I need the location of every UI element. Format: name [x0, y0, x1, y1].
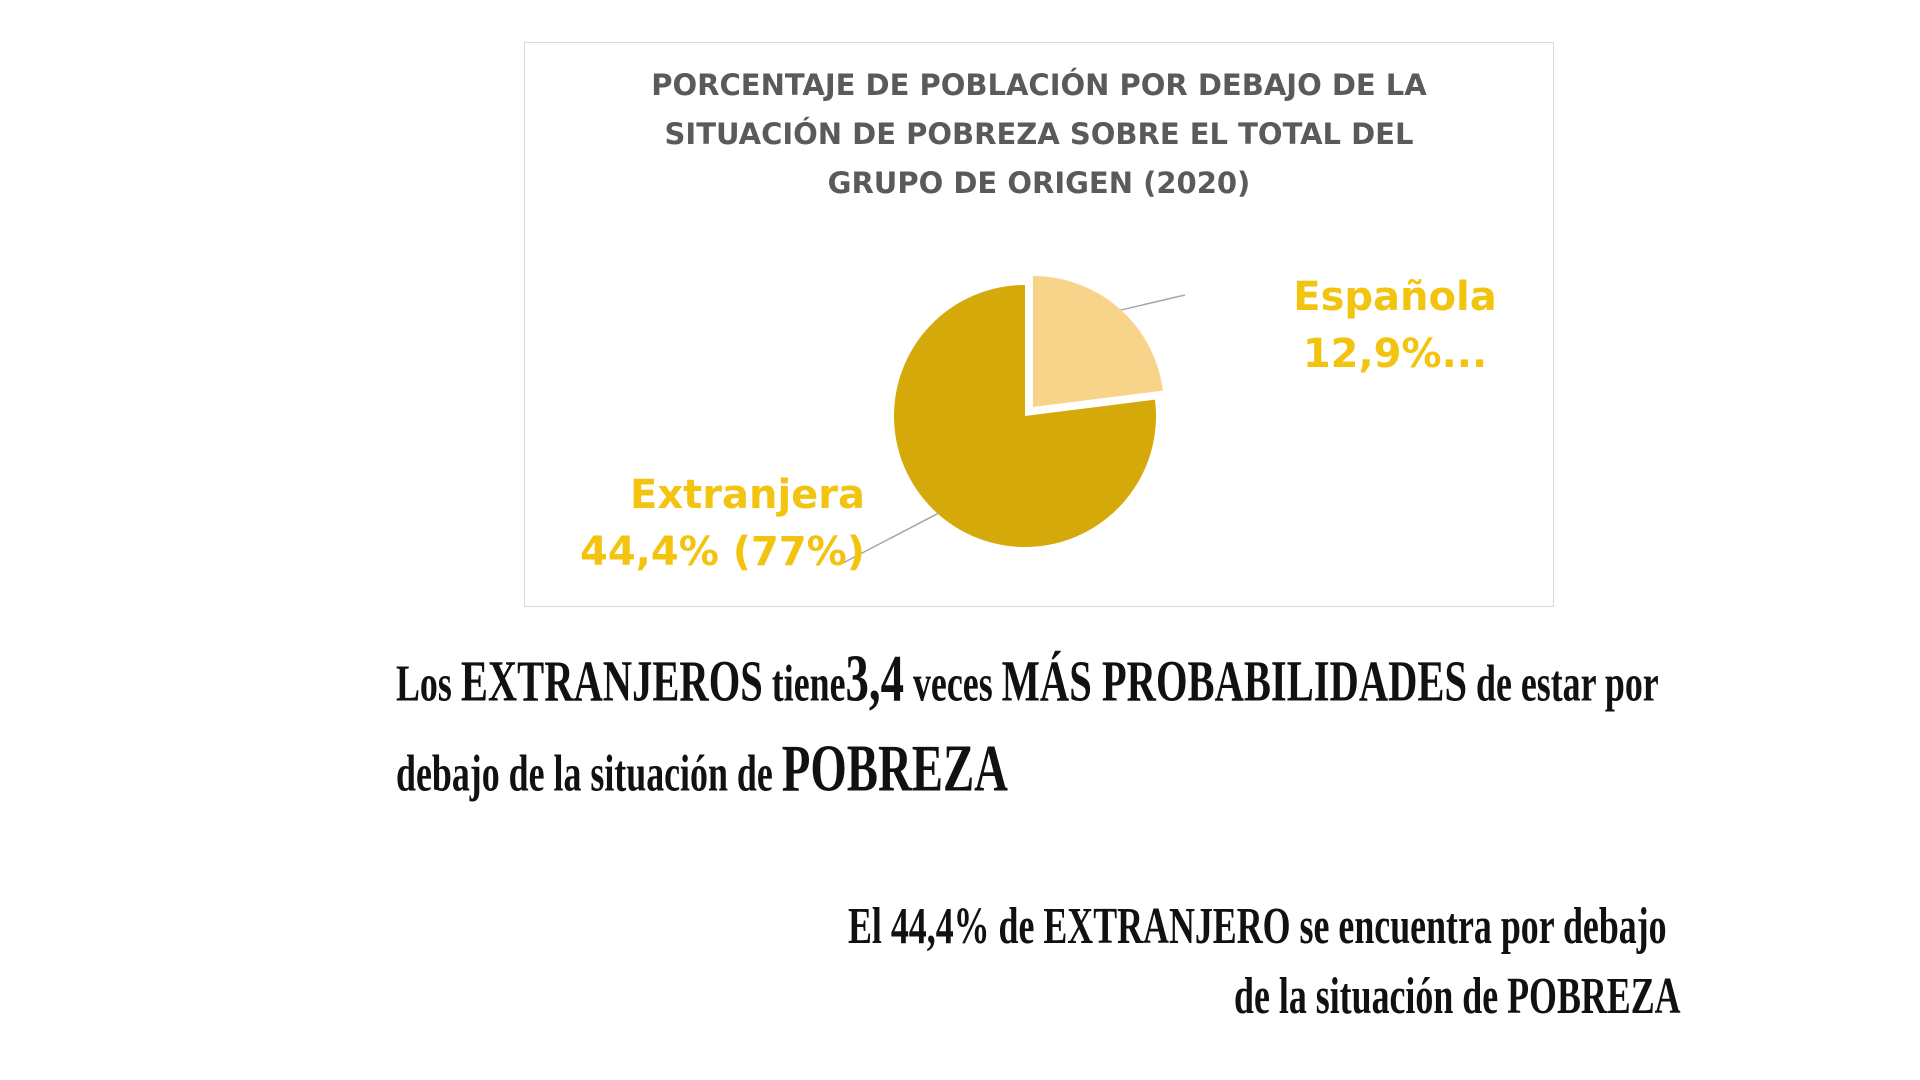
caption-secondary-line-1: El 44,4% de EXTRANJERO se encuentra por …	[848, 897, 1667, 955]
slice-label-extranjera: Extranjera 44,4% (77%)	[555, 467, 865, 581]
caption-secondary-line-2: de la situación de POBREZA	[1234, 967, 1681, 1025]
leader-line	[1117, 294, 1186, 312]
chart-title-line-3: GRUPO DE ORIGEN (2020)	[827, 166, 1251, 200]
slice-label-espanola: Española 12,9%...	[1265, 269, 1525, 383]
chart-title: PORCENTAJE DE POBLACIÓN POR DEBAJO DE LA…	[525, 61, 1553, 208]
slice-name-espanola: Española	[1293, 274, 1497, 320]
pie-slice-extranjera	[894, 285, 1156, 547]
caption-emphasis-extranjeros: EXTRANJEROS	[460, 650, 763, 714]
caption-text: de estar por	[1467, 654, 1659, 712]
caption-text: veces	[904, 654, 1002, 712]
slice-name-extranjera: Extranjera	[630, 472, 865, 518]
slice-value-extranjera: 44,4% (77%)	[580, 529, 865, 575]
caption-text: debajo de la situación de	[396, 744, 782, 802]
caption-text: Los	[396, 654, 461, 712]
caption-emphasis-pobreza: POBREZA	[781, 731, 1008, 806]
caption-emphasis-ratio: 3,4	[845, 641, 905, 716]
chart-title-line-2: SITUACIÓN DE POBREZA SOBRE EL TOTAL DEL	[664, 117, 1414, 151]
pie-slice-espanola	[1032, 275, 1163, 407]
pie-chart	[842, 275, 1186, 564]
chart-title-line-1: PORCENTAJE DE POBLACIÓN POR DEBAJO DE LA	[651, 68, 1427, 102]
chart-container: PORCENTAJE DE POBLACIÓN POR DEBAJO DE LA…	[524, 42, 1554, 607]
caption-main-line-1: Los EXTRANJEROS tiene3,4 veces MÁS PROBA…	[396, 640, 1659, 717]
slice-value-espanola: 12,9%...	[1302, 331, 1488, 377]
caption-emphasis-probabilidades: MÁS PROBABILIDADES	[1001, 650, 1468, 714]
caption-main-line-2: debajo de la situación de POBREZA	[396, 730, 1008, 807]
leader-line	[842, 511, 941, 564]
caption-text: tiene	[762, 654, 846, 712]
